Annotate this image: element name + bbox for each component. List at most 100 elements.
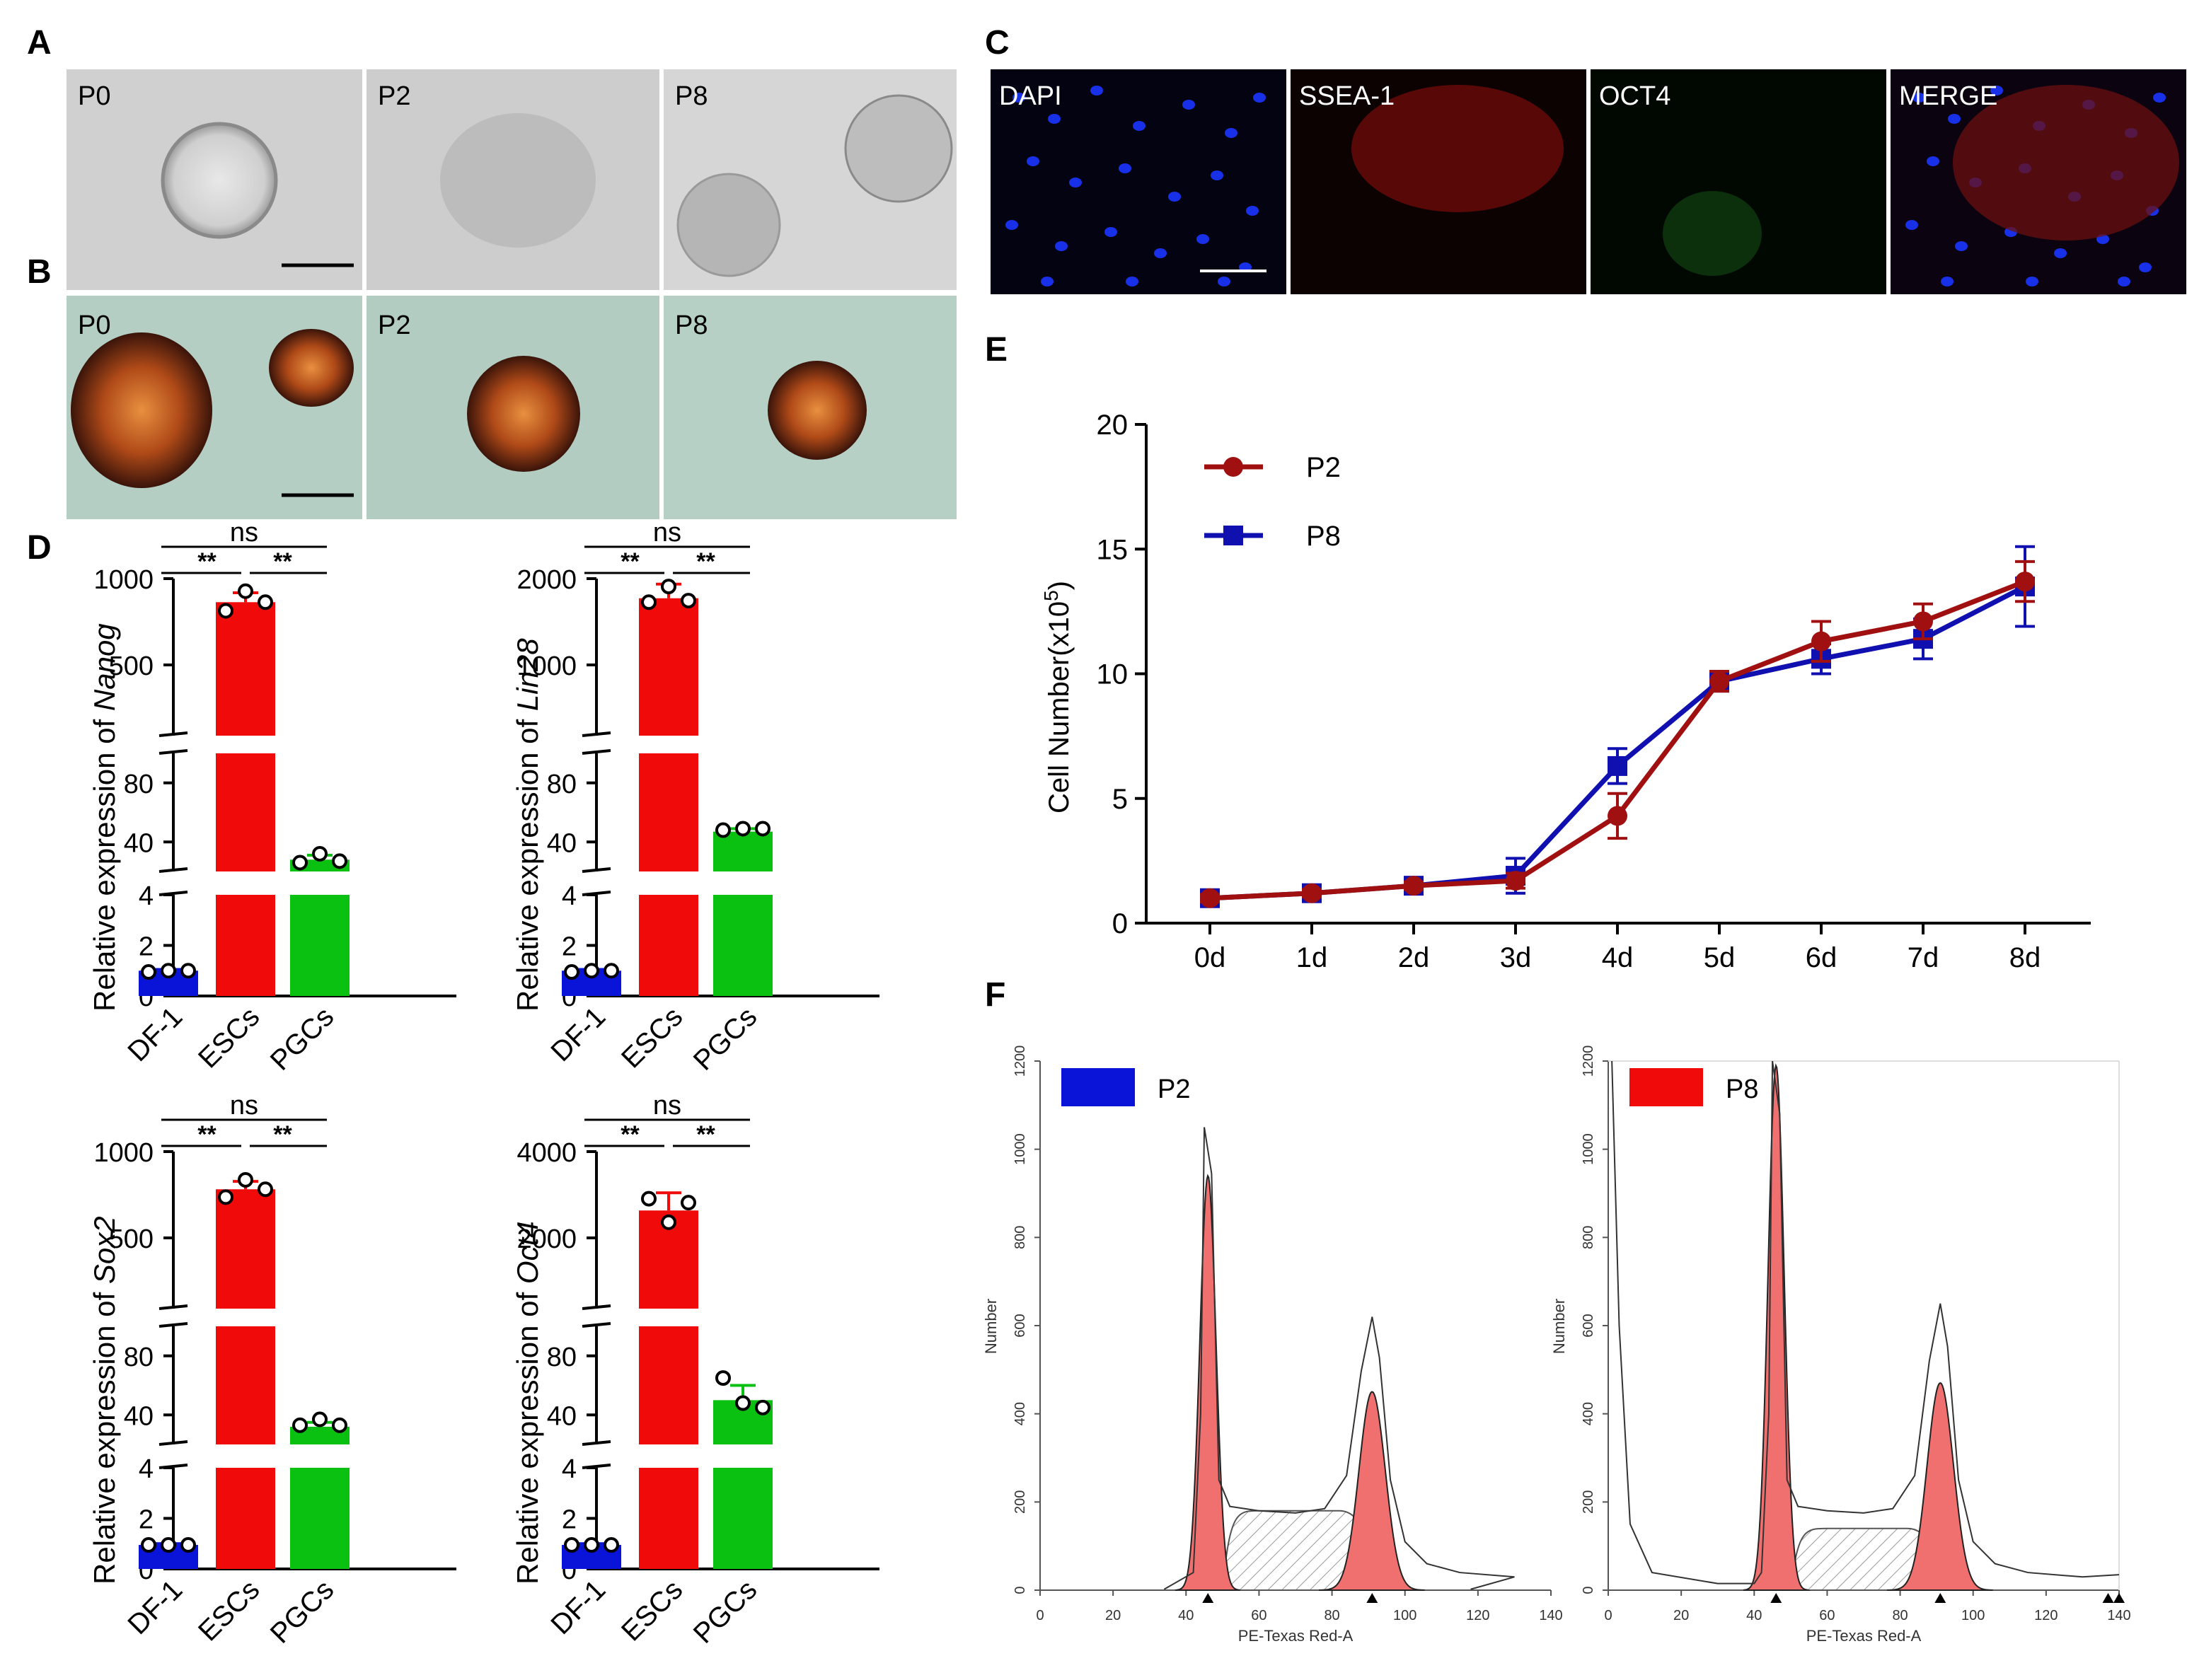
colony-a-p8-2 xyxy=(676,173,781,277)
bar-PGCs-lower xyxy=(290,895,350,996)
y-tick-label: 2000 xyxy=(517,565,577,595)
marker-P2 xyxy=(1608,806,1627,826)
bar-chart-lin28: Relative expression of Lin28024408010002… xyxy=(511,518,879,1077)
data-point xyxy=(180,1537,196,1553)
y-tick-label: 1000 xyxy=(1012,1133,1028,1165)
axis-break xyxy=(582,1304,611,1310)
colony-a-p8-1 xyxy=(844,94,953,203)
sig-label-right: ** xyxy=(273,548,292,575)
label-c-dapi: DAPI xyxy=(999,81,1062,111)
y-tick-label: 5 xyxy=(1112,784,1128,815)
series-line-P8 xyxy=(1209,584,2026,901)
y-tick-label: 1000 xyxy=(1581,1133,1596,1165)
data-point xyxy=(161,1537,176,1553)
label-a-p0: P0 xyxy=(78,81,110,111)
data-point xyxy=(332,853,347,869)
x-tick-label: 4d xyxy=(1602,942,1634,973)
x-tick-label: PGCs xyxy=(688,1001,763,1077)
panel-a-micrographs: P0 P2 P8 xyxy=(67,69,957,290)
y-tick-label: 40 xyxy=(124,1401,154,1431)
axis-break xyxy=(158,749,188,755)
bar-ESCs-lower xyxy=(639,895,698,996)
bar-ESCs-lower xyxy=(216,1468,275,1569)
label-c-ssea1: SSEA-1 xyxy=(1299,81,1395,111)
data-point xyxy=(312,1411,328,1427)
data-point xyxy=(755,1399,771,1415)
dapi-nucleus xyxy=(1927,156,1939,166)
bar-ESCs-upper xyxy=(216,602,275,736)
data-point xyxy=(661,579,676,595)
data-point xyxy=(604,963,619,979)
x-tick-label: 0 xyxy=(1604,1608,1612,1623)
sig-label-top: ns xyxy=(653,518,681,548)
dapi-nucleus xyxy=(1253,93,1266,103)
dapi-nucleus xyxy=(2118,277,2130,286)
colony-b-p0-2 xyxy=(269,329,354,407)
gate-marker xyxy=(1934,1593,1946,1603)
merge-stain xyxy=(1953,85,2179,241)
bar-PGCs-lower xyxy=(713,895,773,996)
y-tick-label: 40 xyxy=(547,1401,577,1431)
sig-label-right: ** xyxy=(696,1121,715,1148)
x-tick-label: 100 xyxy=(1393,1608,1416,1623)
bar-chart-oct4: Relative expression of Oct40244080200040… xyxy=(511,1091,879,1650)
y-tick-label: 600 xyxy=(1012,1314,1028,1337)
y-tick-label: 10 xyxy=(1097,659,1129,690)
histogram-g2-peak xyxy=(1319,1391,1425,1591)
dapi-nucleus xyxy=(1133,121,1146,131)
panel-letter-c: C xyxy=(985,24,1010,62)
data-point xyxy=(312,845,328,862)
x-tick-label: 40 xyxy=(1746,1608,1762,1623)
y-tick-label: 500 xyxy=(109,1224,154,1254)
legend-label-P2: P2 xyxy=(1158,1074,1190,1104)
x-tick-label: PGCs xyxy=(265,1001,340,1077)
bar-ESCs-upper xyxy=(639,598,698,736)
colony-a-p2 xyxy=(440,113,596,248)
y-axis-label: Cell Number(x105) xyxy=(1040,581,1075,813)
y-tick-label: 1000 xyxy=(93,1138,154,1168)
dapi-nucleus xyxy=(1154,248,1167,258)
dapi-nucleus xyxy=(1211,170,1223,180)
data-point xyxy=(755,821,771,837)
marker-P2 xyxy=(1506,871,1525,891)
x-tick-label: 40 xyxy=(1178,1608,1194,1623)
x-tick-label: PGCs xyxy=(688,1574,763,1650)
bar-ESCs-mid xyxy=(639,1326,698,1444)
data-point xyxy=(218,1189,233,1205)
y-tick-label: 80 xyxy=(124,770,154,799)
bar-PGCs-upper xyxy=(713,831,773,871)
axis-break xyxy=(582,731,611,737)
dapi-nucleus xyxy=(1041,277,1054,286)
gate-marker xyxy=(1202,1593,1214,1603)
data-point xyxy=(180,963,196,979)
x-tick-label: 120 xyxy=(1466,1608,1489,1623)
bar-ESCs-lower xyxy=(216,895,275,996)
sig-label-top: ns xyxy=(230,518,258,548)
marker-P2 xyxy=(2015,572,2035,592)
marker-P2 xyxy=(1302,883,1322,903)
dapi-nucleus xyxy=(1912,93,1925,103)
y-tick-label: 4 xyxy=(562,881,577,911)
dapi-nucleus xyxy=(1168,192,1181,202)
y-tick-label: 15 xyxy=(1097,534,1129,565)
y-axis-label-end: ) xyxy=(1044,581,1075,590)
gate-marker xyxy=(1366,1593,1378,1603)
dapi-nucleus xyxy=(2153,93,2166,103)
x-tick-label: 80 xyxy=(1324,1608,1339,1623)
label-c-oct4: OCT4 xyxy=(1599,81,1670,111)
x-tick-label: 1d xyxy=(1296,942,1328,973)
dapi-nucleus xyxy=(1069,178,1082,187)
axis-break xyxy=(582,1440,611,1446)
y-tick-label: 2 xyxy=(562,932,577,962)
histogram-g1-peak xyxy=(1175,1174,1241,1591)
bar-ESCs-mid xyxy=(639,753,698,871)
y-tick-label: 2000 xyxy=(517,1224,577,1254)
dapi-nucleus xyxy=(1126,277,1138,286)
sig-label-top: ns xyxy=(653,1091,681,1120)
data-point xyxy=(292,1417,308,1433)
colony-b-p2 xyxy=(467,356,580,472)
x-tick-label: ESCs xyxy=(616,1001,688,1074)
gate-marker xyxy=(1770,1593,1782,1603)
dapi-nucleus xyxy=(1196,234,1209,244)
marker-P2 xyxy=(1200,888,1220,908)
